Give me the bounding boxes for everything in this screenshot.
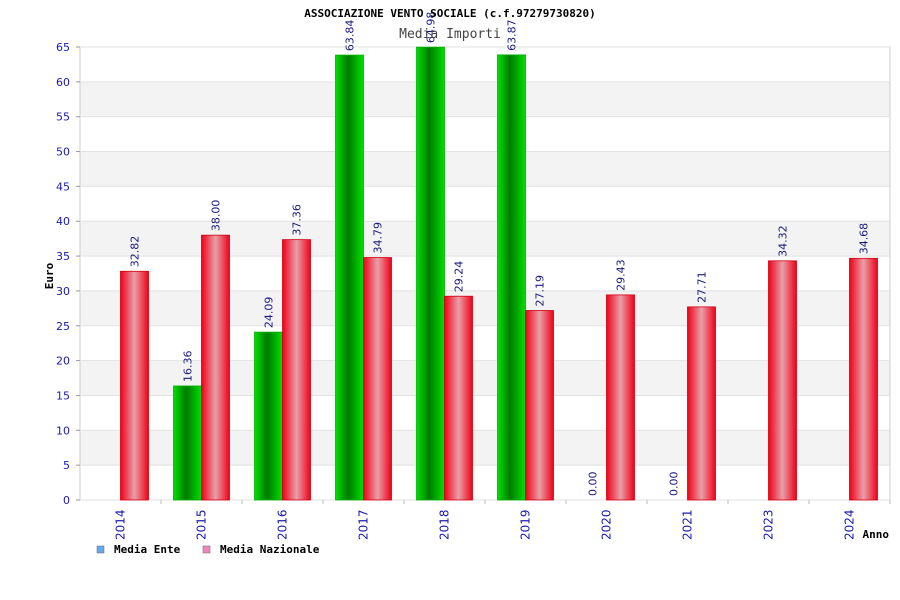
y-tick-label: 45	[56, 180, 70, 193]
band	[80, 151, 890, 187]
data-label: 37.36	[291, 204, 304, 236]
data-label: 64.98	[425, 12, 438, 44]
data-labels: 32.82 16.36 38.00 24.09 37.36 63.84 34.79 64.98…	[129, 12, 871, 496]
legend-label-media-nazionale: Media Nazionale	[220, 543, 320, 556]
bar-media-nazionale	[525, 310, 554, 501]
bar-media-ente	[254, 331, 283, 501]
y-tick-label: 65	[56, 41, 70, 54]
data-label: 29.24	[453, 261, 466, 293]
legend-swatch-media-nazionale	[202, 545, 211, 554]
y-tick-label: 25	[56, 320, 70, 333]
y-tick-label: 30	[56, 285, 70, 298]
legend-label-media-ente: Media Ente	[114, 543, 181, 556]
data-label: 34.79	[372, 222, 385, 254]
y-tick-label: 55	[56, 111, 70, 124]
bar-media-ente	[416, 46, 445, 501]
data-label: 0.00	[668, 472, 681, 497]
data-label: 63.87	[506, 19, 519, 51]
data-label: 32.82	[129, 236, 142, 268]
y-tick-label: 5	[63, 459, 70, 472]
data-label: 34.32	[777, 225, 790, 257]
bar-media-nazionale	[120, 270, 149, 501]
data-label: 27.71	[696, 271, 709, 303]
bar-media-ente	[173, 385, 202, 501]
bar-media-nazionale	[768, 260, 797, 501]
band	[80, 81, 890, 117]
data-label: 29.43	[615, 259, 628, 291]
data-label: 38.00	[210, 200, 223, 232]
x-tick-label: 2016	[276, 509, 290, 540]
plot-background-bands	[80, 81, 890, 466]
y-axis-label: Euro	[43, 262, 56, 289]
legend-swatch-media-ente	[96, 545, 105, 554]
y-tick-label: 10	[56, 424, 70, 437]
x-tick-label: 2020	[600, 509, 614, 540]
data-label: 63.84	[344, 20, 357, 52]
chart-subtitle: Media Importi	[399, 27, 501, 42]
x-axis-label: Anno	[863, 528, 890, 541]
x-tick-label: 2014	[114, 509, 128, 540]
y-tick-label: 60	[56, 76, 70, 89]
bars	[120, 46, 878, 501]
x-tick-label: 2019	[519, 509, 533, 540]
y-tick-label: 15	[56, 389, 70, 402]
y-tick-label: 50	[56, 146, 70, 159]
data-label: 24.09	[263, 297, 276, 329]
bar-media-nazionale	[444, 295, 473, 501]
bar-media-nazionale	[201, 234, 230, 501]
data-label: 16.36	[182, 350, 195, 382]
data-label: 27.19	[534, 275, 547, 307]
x-tick-label: 2023	[762, 509, 776, 540]
bar-media-nazionale	[363, 257, 392, 501]
y-tick-label: 35	[56, 250, 70, 263]
bar-media-ente	[335, 54, 364, 501]
bar-media-nazionale	[282, 239, 311, 501]
bar-media-ente	[497, 54, 526, 501]
chart-title: ASSOCIAZIONE VENTO SOCIALE (c.f.97279730…	[304, 7, 595, 20]
x-tick-label: 2018	[438, 509, 452, 540]
data-label: 34.68	[858, 223, 871, 255]
bar-media-nazionale	[606, 294, 635, 501]
x-tick-label: 2017	[357, 509, 371, 540]
bar-media-nazionale	[849, 257, 878, 501]
x-tick-label: 2015	[195, 509, 209, 540]
y-tick-label: 20	[56, 355, 70, 368]
y-tick-label: 40	[56, 215, 70, 228]
x-tick-label: 2024	[843, 509, 857, 540]
x-axis-ticks: 2014 2015 2016 2017 2018 2019 2020 2021 2023 2024	[114, 500, 891, 540]
bar-media-nazionale	[687, 306, 716, 501]
legend: Media Ente Media Nazionale	[96, 543, 320, 556]
y-tick-label: 0	[63, 494, 70, 507]
y-axis-ticks: 0 5 10 15 20 25 30 35 40 45 50 55 60 65	[56, 41, 80, 507]
x-tick-label: 2021	[681, 509, 695, 540]
data-label: 0.00	[587, 472, 600, 497]
